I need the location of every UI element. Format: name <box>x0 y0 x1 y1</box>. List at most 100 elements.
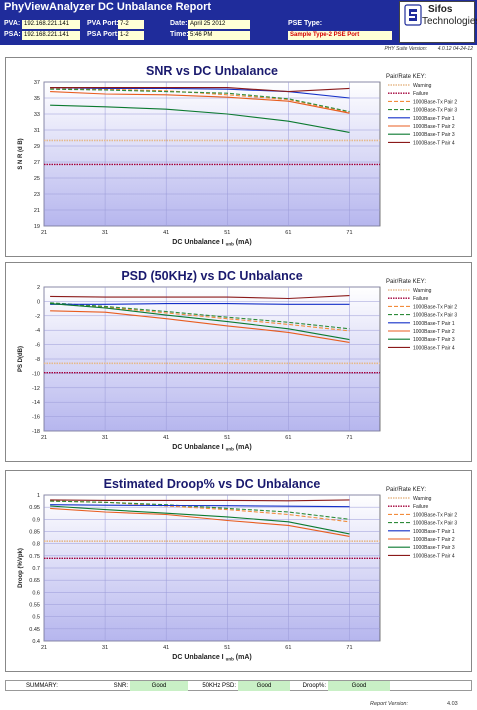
legend-series-label: 1000Base-T Pair 3 <box>413 337 455 343</box>
plot-area <box>43 81 381 227</box>
y-tick-label: 25 <box>34 176 40 182</box>
x-tick-label: 71 <box>346 645 352 651</box>
x-tick-label: 21 <box>41 230 47 236</box>
x-tick-label: 61 <box>285 645 291 651</box>
x-tick-label: 31 <box>102 230 108 236</box>
x-axis-label: DC Unbalance I unb (mA) <box>172 654 251 662</box>
series-line <box>50 87 350 93</box>
y-tick-label: 0.75 <box>29 554 40 560</box>
legend-warning-label: Warning <box>413 83 432 89</box>
y-axis-label: PS D(dB) <box>18 346 24 372</box>
psa-label: PSA: <box>4 31 21 38</box>
y-tick-label: 0.9 <box>32 517 40 523</box>
series-line <box>50 507 350 537</box>
legend-title: Pair/Rate KEY: <box>386 487 426 493</box>
y-tick-label: 23 <box>34 192 40 198</box>
y-tick-label: 35 <box>34 96 40 102</box>
report-header: PhyViewAnalyzer DC Unbalance Report PVA:… <box>0 0 477 45</box>
x-tick-label: 41 <box>163 435 169 441</box>
y-tick-label: 0.8 <box>32 542 40 548</box>
series-line <box>50 302 350 330</box>
psa-port-label: PSA Port: <box>87 31 120 38</box>
legend-failure-label: Failure <box>413 91 429 97</box>
legend-series-label: 1000Base-T Pair 1 <box>413 529 455 535</box>
series-line <box>50 303 350 305</box>
y-tick-label: -18 <box>32 429 40 435</box>
y-tick-label: -6 <box>35 343 40 349</box>
x-tick-label: 61 <box>285 435 291 441</box>
series-line <box>50 303 350 332</box>
y-tick-label: 0.4 <box>32 639 40 645</box>
report-title: PhyViewAnalyzer DC Unbalance Report <box>4 1 212 13</box>
legend-series-label: 1000Base-T Pair 4 <box>413 140 455 146</box>
series-line <box>50 303 350 341</box>
chart-title: Estimated Droop% vs DC Unbalance <box>104 477 321 491</box>
y-tick-label: -2 <box>35 314 40 320</box>
x-tick-label: 31 <box>102 645 108 651</box>
y-axis-label: Droop (%Vpk) <box>18 548 24 588</box>
company-logo: Sifos Technologies <box>399 1 477 43</box>
legend-failure-label: Failure <box>413 504 429 510</box>
y-tick-label: 0.55 <box>29 603 40 609</box>
snr-chart-panel: SNR vs DC Unbalance 19 21 23 25 27 29 31 33 35 37 2… <box>5 57 472 257</box>
pva-label: PVA: <box>4 20 21 27</box>
time-label: Time: <box>170 31 189 38</box>
y-tick-label: 29 <box>34 144 40 150</box>
x-tick-label: 21 <box>41 435 47 441</box>
legend-series-label: 1000Base-T Pair 3 <box>413 545 455 551</box>
legend-series-label: 1000Base-T Pair 2 <box>413 329 455 335</box>
y-tick-label: 0.95 <box>29 505 40 511</box>
report-version-label: Report Version: <box>370 701 409 707</box>
x-axis-label: DC Unbalance I unb (mA) <box>172 239 251 247</box>
legend-title: Pair/Rate KEY: <box>386 279 426 285</box>
snr-chart: SNR vs DC Unbalance192123252729313335372… <box>18 64 457 247</box>
suite-version-label: PHY Suite Version: <box>384 46 427 52</box>
legend-series-label: 1000Base-Tx Pair 2 <box>413 304 457 310</box>
summary-snr-label: SNR: <box>113 683 128 689</box>
y-tick-label: 0 <box>37 299 40 305</box>
legend-warning-label: Warning <box>413 288 432 294</box>
droop-chart-panel: Estimated Droop% vs DC Unbalance 0.4 0.45 0… <box>5 470 472 672</box>
x-tick-label: 21 <box>41 645 47 651</box>
y-tick-label: -14 <box>32 400 40 406</box>
logo-subtitle: Technologies <box>422 16 477 27</box>
report-version-value: 4.03 <box>447 701 458 707</box>
x-tick-label: 51 <box>224 230 230 236</box>
y-tick-label: -4 <box>35 328 40 334</box>
psa-value: 192.168.221.141 <box>22 31 80 40</box>
y-tick-label: 0.45 <box>29 627 40 633</box>
summary-label: SUMMARY: <box>26 683 58 689</box>
y-tick-label: 1 <box>37 493 40 499</box>
pse-type-value: Sample Type-2 PSE Port <box>288 31 392 40</box>
droop-chart: Estimated Droop% vs DC Unbalance 0.4 0.45 0… <box>18 477 457 662</box>
chart-title: PSD (50KHz) vs DC Unbalance <box>121 269 302 283</box>
legend-series-label: 1000Base-T Pair 2 <box>413 537 455 543</box>
legend-series-label: 1000Base-Tx Pair 3 <box>413 313 457 319</box>
y-tick-label: 27 <box>34 160 40 166</box>
psd-chart: PSD (50KHz) vs DC Unbalance -18 -16 -14 -12 -… <box>18 269 457 452</box>
series-line <box>50 295 350 300</box>
chart-title: SNR vs DC Unbalance <box>146 64 278 78</box>
time-value: 5:46 PM <box>188 31 250 40</box>
y-tick-label: 21 <box>34 208 40 214</box>
psa-port-value: 1-2 <box>118 31 144 40</box>
series-line <box>50 91 350 114</box>
summary-bar: SUMMARY: SNR: Good 50KHz PSD: Good Droop… <box>5 680 472 691</box>
y-tick-label: -12 <box>32 386 40 392</box>
legend-failure-label: Failure <box>413 296 429 302</box>
logo-name: Sifos <box>428 4 453 15</box>
y-tick-label: 2 <box>37 285 40 291</box>
date-label: Date: <box>170 20 188 27</box>
x-tick-label: 41 <box>163 645 169 651</box>
legend-series-label: 1000Base-Tx Pair 3 <box>413 108 457 114</box>
y-tick-label: -16 <box>32 415 40 421</box>
y-tick-label: 0.6 <box>32 590 40 596</box>
series-line <box>50 500 350 520</box>
summary-psd-label: 50KHz PSD: <box>202 683 236 689</box>
y-tick-label: 19 <box>34 224 40 230</box>
legend-series-label: 1000Base-T Pair 4 <box>413 345 455 351</box>
y-tick-label: 33 <box>34 112 40 118</box>
x-tick-label: 31 <box>102 435 108 441</box>
legend-series-label: 1000Base-T Pair 1 <box>413 321 455 327</box>
y-axis-label: S N R (d B) <box>18 138 24 169</box>
